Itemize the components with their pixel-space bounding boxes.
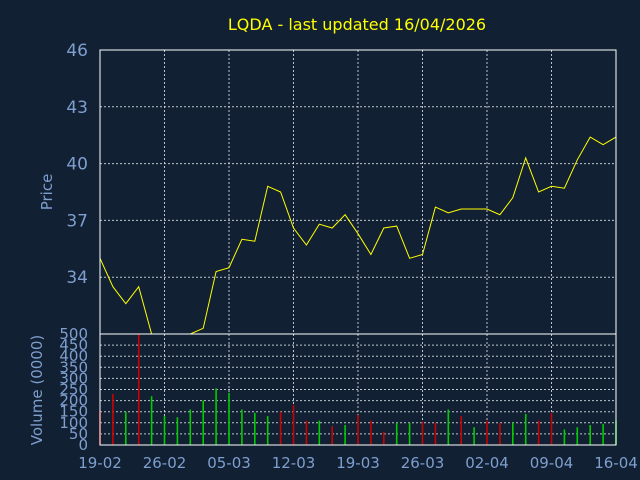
volume-tick-label: 0: [78, 436, 88, 454]
price-tick-label: 46: [66, 41, 88, 61]
price-axis-label: Price: [38, 174, 56, 211]
x-tick-label: 19-02: [78, 454, 122, 472]
x-tick-labels: 19-02 26-02 05-03 12-03 19-03 26-03 02-04 09-04…: [78, 454, 638, 472]
volume-tick-label: 350: [59, 358, 88, 376]
price-tick-label: 37: [66, 211, 88, 231]
volume-tick-label: 300: [59, 369, 88, 387]
volume-panel-frame: [99, 333, 617, 446]
price-tick-label: 40: [66, 155, 88, 175]
volume-tick-label: 150: [59, 403, 88, 421]
volume-tick-label: 200: [59, 392, 88, 410]
x-tick-label: 09-04: [530, 454, 574, 472]
volume-axis-label: Volume (0000): [28, 335, 46, 445]
x-tick-label: 19-03: [336, 454, 380, 472]
x-tick-label: 16-04: [594, 454, 638, 472]
volume-tick-label: 100: [59, 414, 88, 432]
price-tick-label: 34: [66, 268, 88, 288]
chart-title: LQDA - last updated 16/04/2026: [228, 15, 486, 34]
volume-bars: [99, 334, 617, 445]
x-tick-label: 12-03: [272, 454, 316, 472]
price-tick-label: 43: [66, 98, 88, 118]
price-panel: 34 37 40 43 46 Price: [38, 41, 617, 335]
price-tick-labels: 34 37 40 43 46: [66, 41, 88, 288]
volume-tick-label: 50: [69, 425, 88, 443]
volume-tick-label: 400: [59, 347, 88, 365]
x-tick-label: 02-04: [465, 454, 509, 472]
x-tick-label: 26-03: [401, 454, 445, 472]
x-tick-label: 05-03: [207, 454, 251, 472]
volume-tick-label: 250: [59, 381, 88, 399]
volume-tick-label: 500: [59, 325, 88, 343]
volume-tick-label: 450: [59, 336, 88, 354]
x-tick-label: 26-02: [143, 454, 187, 472]
